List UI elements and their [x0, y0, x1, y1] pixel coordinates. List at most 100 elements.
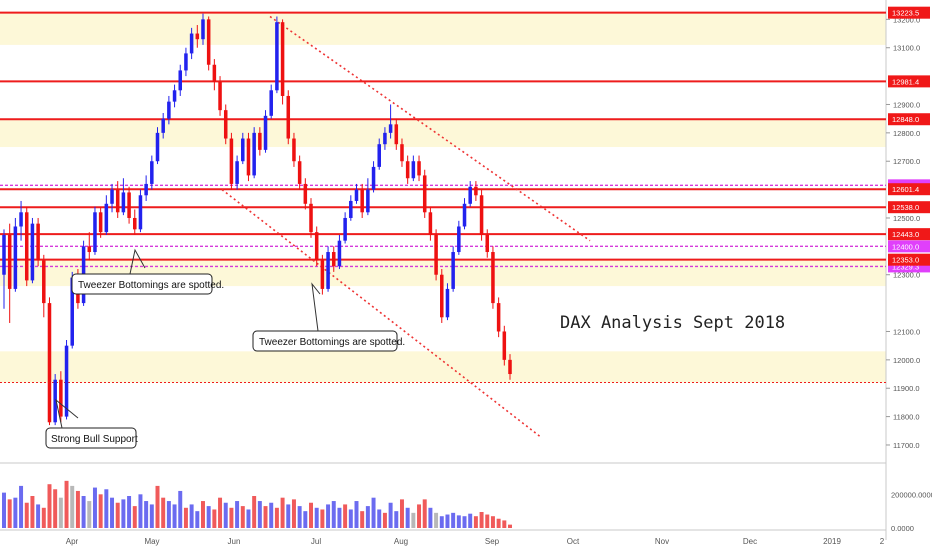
candle-body-25	[144, 183, 148, 196]
candle-body-48	[275, 22, 279, 91]
candle-body-9	[53, 379, 57, 423]
candle-body-61	[349, 200, 353, 218]
price-tick-label-8: 12000.0	[893, 356, 920, 365]
price-tick-label-6: 12300.0	[893, 271, 920, 280]
annotation-support-text: Strong Bull Support	[51, 434, 138, 445]
candle-body-30	[172, 90, 177, 102]
volume-bar-7	[41, 507, 46, 528]
volume-bar-32	[183, 507, 188, 528]
volume-bar-84	[479, 512, 484, 528]
volume-bar-44	[252, 496, 257, 528]
volume-bar-8	[47, 484, 52, 528]
volume-bar-43	[246, 509, 251, 528]
candle-body-57	[326, 252, 330, 289]
candle-body-37	[212, 64, 217, 82]
volume-bar-86	[490, 516, 495, 528]
candle-body-45	[258, 132, 262, 150]
volume-bar-37	[212, 509, 217, 528]
volume-bar-23	[132, 506, 137, 528]
volume-bar-68	[388, 502, 393, 528]
month-label-5: Sep	[485, 537, 500, 546]
candle-body-24	[138, 195, 143, 230]
level-red-badge-0	[888, 6, 930, 19]
price-tick-label-2: 12900.0	[893, 100, 920, 109]
volume-bar-70	[399, 499, 404, 528]
candle-body-58	[331, 252, 336, 267]
volume-bar-64	[365, 506, 370, 528]
volume-bar-22	[127, 496, 132, 528]
price-tick-label-4: 12700.0	[893, 157, 920, 166]
candle-body-16	[93, 212, 97, 253]
axes-layer: 12988.312595.212453.412397.213200.013100…	[66, 6, 932, 546]
volume-bar-69	[394, 511, 399, 528]
candle-body-66	[377, 144, 381, 167]
candle-body-5	[30, 223, 35, 281]
candle-body-74	[422, 175, 427, 213]
month-label-6: Oct	[567, 537, 580, 546]
trendlines-layer	[221, 15, 591, 438]
volume-bar-40	[229, 507, 234, 528]
candle-body-34	[195, 33, 200, 40]
month-label-1: May	[144, 537, 159, 546]
candle-body-36	[206, 19, 211, 65]
volume-bar-12	[70, 485, 75, 528]
candle-body-39	[223, 110, 228, 139]
candle-body-0	[2, 235, 6, 275]
candle-body-54	[309, 203, 313, 233]
volume-bar-63	[360, 511, 365, 528]
candle-body-6	[36, 223, 40, 261]
annotation-support[interactable]: Strong Bull Support	[45, 398, 138, 449]
candle-body-22	[127, 192, 131, 218]
volume-bar-48	[274, 507, 279, 528]
candle-body-52	[297, 161, 302, 184]
volume-bar-9	[53, 489, 58, 528]
volume-bar-29	[166, 501, 171, 528]
candle-body-85	[485, 235, 490, 253]
candle-body-43	[246, 138, 251, 176]
volume-bar-34	[195, 511, 200, 528]
zone-3	[0, 351, 886, 383]
candle-body-12	[70, 277, 74, 346]
volume-bar-25	[144, 501, 149, 528]
volume-bar-87	[496, 518, 501, 528]
volume-bar-17	[98, 494, 103, 528]
month-label-3: Jul	[311, 537, 321, 546]
volume-bar-28	[161, 497, 166, 528]
volume-bar-27	[155, 485, 160, 528]
annotation-tweezer-2-text: Tweezer Bottomings are spotted.	[259, 337, 405, 348]
volume-bar-82	[468, 513, 473, 528]
candle-body-89	[508, 359, 512, 375]
candle-body-10	[59, 379, 63, 417]
volume-bar-81	[462, 516, 467, 528]
annotation-tweezer-1[interactable]: Tweezer Bottomings are spotted.	[71, 248, 224, 295]
price-tick-label-9: 11900.0	[893, 384, 920, 393]
candle-body-81	[462, 203, 467, 227]
volume-bar-33	[189, 504, 194, 528]
annotation-tweezer-2[interactable]: Tweezer Bottomings are spotted.	[252, 282, 405, 352]
volume-bar-5	[30, 496, 35, 528]
volume-bar-47	[269, 502, 274, 528]
level-red-label-3: 12601.4	[892, 185, 919, 194]
volume-bar-6	[36, 504, 41, 528]
volume-bar-26	[149, 504, 154, 528]
candle-body-83	[474, 186, 478, 196]
candle-body-76	[434, 235, 438, 275]
candle-body-44	[252, 132, 256, 176]
month-label-10: 2	[880, 537, 885, 546]
candle-body-35	[201, 19, 205, 40]
level-red-label-0: 13223.5	[892, 9, 919, 18]
candle-body-84	[479, 195, 484, 235]
volume-bar-19	[110, 497, 115, 528]
candle-body-7	[42, 260, 46, 304]
level-magenta-label-2: 12329.3	[892, 262, 919, 271]
level-red-badge-6	[888, 253, 930, 266]
candle-body-51	[292, 138, 296, 162]
volume-bar-11	[64, 480, 69, 528]
price-tick-label-0: 13200.0	[893, 15, 920, 24]
volume-bar-46	[263, 506, 268, 528]
zones-layer	[0, 12, 886, 383]
volume-bar-89	[508, 524, 512, 528]
candles-layer	[2, 13, 512, 426]
candle-body-49	[280, 22, 285, 96]
